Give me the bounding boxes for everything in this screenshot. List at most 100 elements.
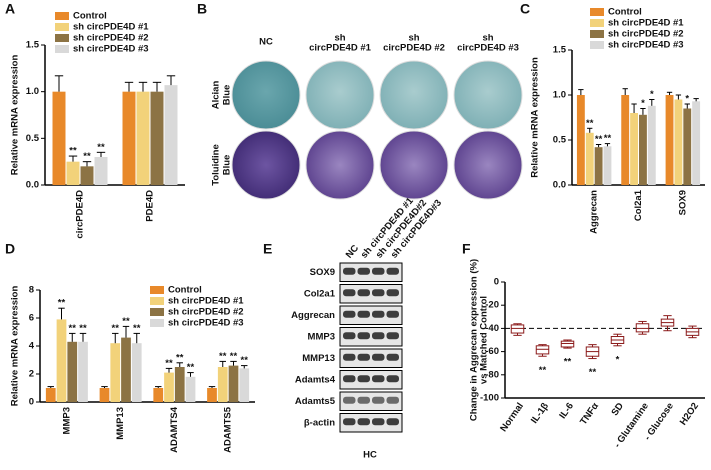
- blot-strip: [339, 284, 403, 304]
- y-tick-label: 2: [29, 369, 34, 380]
- blot-band: [343, 418, 356, 426]
- blot-band: [343, 310, 356, 318]
- y-tick-label: 0.5: [553, 135, 567, 146]
- legend-swatch: [590, 30, 604, 38]
- bar: [122, 91, 136, 185]
- protein-label: β-actin: [304, 417, 335, 428]
- column-label: circPDE4D #3: [457, 43, 519, 54]
- blot-band: [357, 375, 370, 383]
- bar: [594, 147, 603, 185]
- bar: [56, 319, 67, 402]
- significance: **: [69, 146, 77, 157]
- legend-swatch: [150, 297, 164, 305]
- y-tick-label: -80: [485, 369, 499, 380]
- row-label: Blue: [222, 155, 233, 176]
- blot-band: [386, 310, 399, 318]
- y-tick-label: 1.5: [26, 40, 40, 51]
- culture-dish: [379, 60, 449, 130]
- significance: **: [69, 323, 77, 334]
- bar: [150, 91, 164, 185]
- column-label: sh: [334, 33, 345, 44]
- bar: [110, 343, 121, 402]
- legend-label: sh circPDE4D #1: [73, 22, 149, 33]
- lane-label: NC: [344, 243, 361, 261]
- legend-label: Control: [73, 11, 107, 22]
- x-tick-label: MMP3: [61, 407, 72, 434]
- legend-label: sh circPDE4D #2: [73, 33, 149, 44]
- bar: [665, 95, 674, 185]
- y-axis-title: vs Matched Control: [479, 296, 490, 384]
- legend-label: Control: [168, 285, 202, 296]
- bar: [52, 91, 66, 185]
- bar: [131, 343, 142, 402]
- bar: [66, 161, 80, 185]
- y-axis-title: Change in Aggrecan expression (%): [469, 259, 480, 421]
- bar: [603, 146, 612, 185]
- bar: [164, 372, 174, 402]
- bar: [174, 367, 185, 402]
- legend-label: sh circPDE4D #3: [168, 318, 244, 329]
- x-tick-label: ADAMTS5: [223, 406, 234, 453]
- significance: **: [230, 351, 238, 362]
- significance: **: [176, 352, 184, 363]
- bar: [621, 95, 630, 185]
- significance: **: [97, 142, 105, 153]
- box: [535, 345, 550, 355]
- bar: [639, 114, 647, 185]
- column-label: circPDE4D #1: [309, 43, 372, 54]
- blot-band: [357, 289, 370, 297]
- significance: *: [685, 94, 689, 105]
- y-tick-label: -100: [480, 393, 499, 404]
- bar: [80, 166, 94, 185]
- bar: [674, 99, 683, 185]
- significance: **: [219, 351, 227, 362]
- x-tick-label: SD: [609, 401, 626, 418]
- legend-swatch: [55, 45, 69, 53]
- y-tick-label: 0.5: [26, 133, 40, 144]
- bar: [585, 132, 594, 185]
- y-axis-title: Relative mRNA expression: [10, 286, 21, 407]
- protein-label: Adamts5: [295, 396, 336, 407]
- blot-caption: HC: [363, 450, 377, 461]
- bar: [647, 105, 656, 185]
- blot-strip: [339, 391, 403, 411]
- culture-dish: [305, 60, 375, 130]
- significance: **: [58, 298, 66, 309]
- panel-letter: E: [263, 241, 272, 257]
- blot-band: [372, 353, 385, 361]
- bar: [136, 91, 150, 185]
- y-tick-label: -20: [485, 300, 499, 311]
- blot-strip: [339, 413, 403, 433]
- significance: **: [133, 323, 141, 334]
- blot-strip: [339, 305, 403, 325]
- legend-label: sh circPDE4D #3: [608, 40, 684, 51]
- x-tick-label: PDE4D: [145, 190, 156, 222]
- x-tick-label: SOX9: [677, 190, 688, 215]
- bar: [99, 388, 110, 402]
- legend-swatch: [590, 19, 604, 27]
- blot-band: [343, 353, 356, 361]
- protein-label: MMP3: [308, 331, 335, 342]
- bar: [683, 108, 692, 185]
- legend-label: Control: [608, 7, 642, 18]
- blot-band: [372, 267, 385, 275]
- y-axis-title: Relative mRNA expression: [530, 57, 541, 178]
- x-tick-label: Aggrecan: [589, 190, 600, 234]
- legend-swatch: [55, 12, 69, 20]
- significance: **: [595, 134, 603, 145]
- significance: *: [641, 98, 645, 109]
- blot-band: [357, 418, 370, 426]
- blot-band: [372, 289, 385, 297]
- y-tick-label: -60: [485, 346, 499, 357]
- blot-band: [372, 310, 385, 318]
- significance: **: [122, 316, 130, 327]
- x-tick-label: Col2a1: [633, 189, 644, 221]
- significance: **: [83, 151, 91, 162]
- y-tick-label: 0: [29, 397, 34, 408]
- y-tick-label: 0: [494, 277, 499, 288]
- blot-band: [343, 267, 356, 275]
- panel-letter: A: [5, 1, 15, 17]
- y-tick-label: 8: [29, 285, 34, 296]
- y-tick-label: 0.0: [26, 180, 39, 191]
- panel-letter: B: [197, 1, 207, 17]
